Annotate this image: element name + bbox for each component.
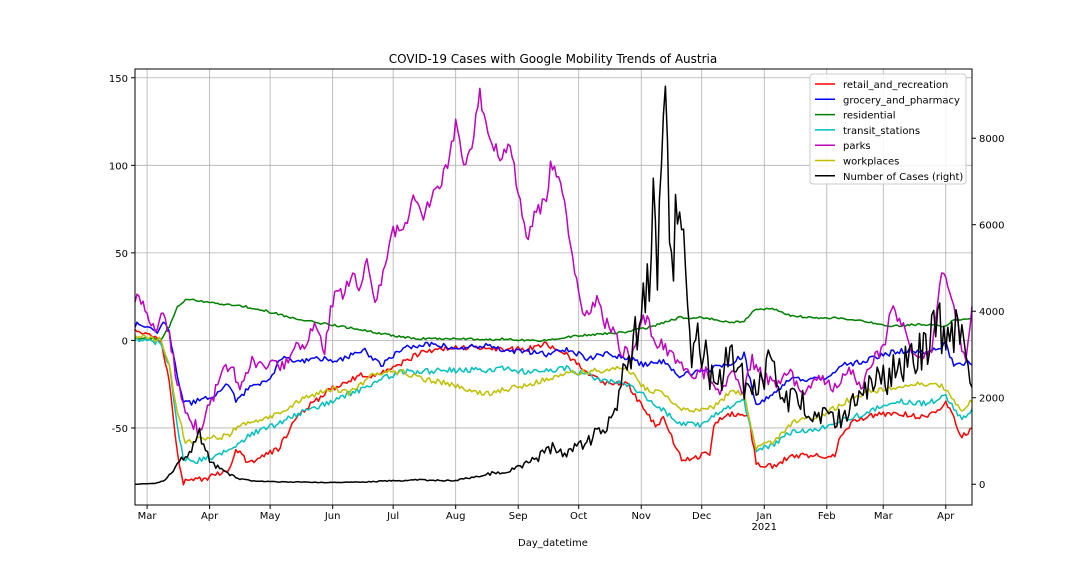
legend-label: parks	[843, 141, 871, 152]
x-tick-label: Jan	[756, 511, 772, 522]
axis-layer: -50 0 50 100 150 0 2000 4000 6000 8000 Mar Apr May Ju…	[109, 74, 1005, 533]
y-tick-label-left: 50	[115, 249, 128, 260]
legend-label: grocery_and_pharmacy	[843, 95, 960, 106]
legend-box	[809, 73, 967, 185]
legend: retail_and_recreation grocery_and_pharmac…	[809, 73, 967, 185]
x-tick-label: May	[260, 511, 281, 522]
y-tick-label-right: 4000	[979, 307, 1004, 318]
legend-label: residential	[843, 111, 895, 122]
y-tick-label-left: 0	[122, 336, 128, 347]
y-tick-label-right: 8000	[979, 134, 1004, 145]
x-tick-label: Jul	[386, 511, 399, 522]
x-tick-label: Sep	[509, 511, 528, 522]
x-tick-label: Dec	[692, 511, 711, 522]
series-line-parks	[134, 87, 973, 435]
series-line-workplaces	[134, 333, 973, 451]
series-line-retail-and-recreation	[134, 328, 973, 486]
x-tick-label: Apr	[937, 511, 955, 522]
series-line-transit-stations	[134, 336, 973, 464]
x-tick-label: Apr	[201, 511, 219, 522]
x-tick-label: Feb	[818, 511, 836, 522]
series-line-number-of-cases-right-	[135, 85, 973, 485]
legend-label: retail_and_recreation	[843, 80, 948, 91]
legend-label: transit_stations	[843, 126, 920, 137]
y-tick-label-left: 150	[109, 74, 128, 85]
y-tick-label-right: 2000	[979, 394, 1004, 405]
x-tick-label: Aug	[446, 511, 466, 522]
y-tick-label-left: 100	[109, 161, 128, 172]
y-tick-label-left: -50	[112, 424, 128, 435]
series-layer	[134, 85, 973, 486]
x-year-label: 2021	[752, 522, 777, 533]
x-axis-label: Day_datetime	[518, 538, 588, 549]
legend-label: workplaces	[843, 157, 899, 168]
legend-label: Number of Cases (right)	[843, 172, 963, 183]
chart-title: COVID-19 Cases with Google Mobility Tren…	[389, 52, 717, 66]
series-line-grocery-and-pharmacy	[134, 321, 973, 406]
x-tick-label: Nov	[631, 511, 651, 522]
y-tick-label-right: 6000	[979, 221, 1004, 232]
x-tick-label: Oct	[570, 511, 587, 522]
x-tick-label: Jun	[324, 511, 341, 522]
plot-frame	[134, 68, 973, 506]
y-tick-label-right: 0	[979, 480, 985, 491]
series-line-residential	[134, 298, 973, 343]
x-tick-label: Mar	[138, 511, 158, 522]
x-tick-label: Mar	[874, 511, 894, 522]
